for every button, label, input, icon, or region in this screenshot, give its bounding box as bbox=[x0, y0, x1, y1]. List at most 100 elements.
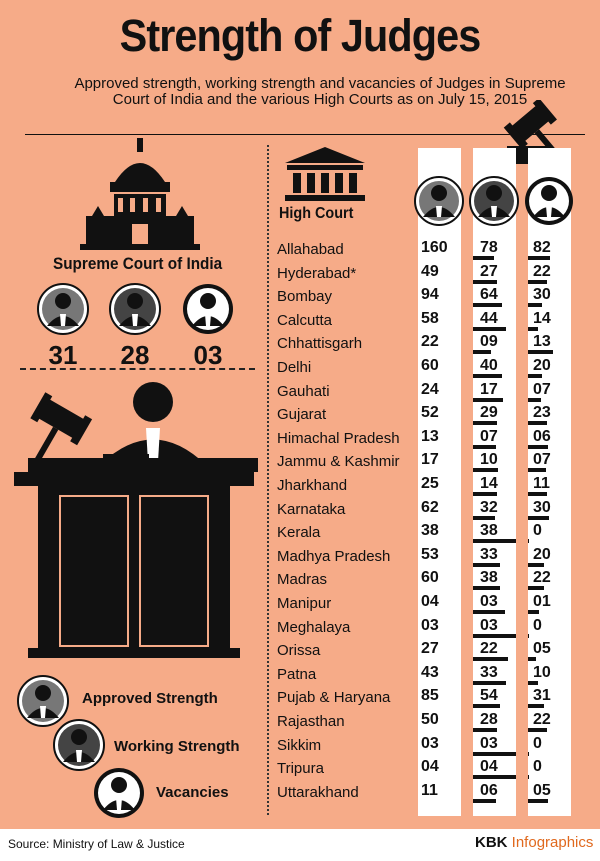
working-value: 03 bbox=[480, 616, 498, 634]
court-name: Karnataka bbox=[277, 500, 346, 518]
approved-value: 60 bbox=[421, 357, 439, 374]
approved-value: 17 bbox=[421, 451, 439, 469]
vacancies-bar bbox=[528, 326, 538, 331]
legend-approved-icon bbox=[17, 675, 69, 727]
working-bar bbox=[473, 633, 516, 638]
working-strength-icon bbox=[109, 283, 161, 335]
vacancies-bar bbox=[528, 704, 544, 709]
working-value: 07 bbox=[480, 427, 498, 445]
court-name: Uttarakhand bbox=[277, 783, 359, 801]
vacancies-value: 06 bbox=[533, 427, 551, 445]
court-name: Rajasthan bbox=[277, 713, 345, 730]
vacancies-bar bbox=[528, 303, 542, 308]
vacancies-value: 20 bbox=[533, 357, 551, 374]
high-court-label: High Court bbox=[279, 205, 354, 222]
table-row: Jharkhand 25 14 11 bbox=[277, 474, 587, 498]
legend-approved-label: Approved Strength bbox=[82, 690, 218, 707]
vacancies-bar bbox=[528, 751, 529, 756]
working-bar bbox=[473, 279, 497, 284]
approved-value: 13 bbox=[421, 427, 439, 445]
table-row: Patna 43 33 10 bbox=[277, 663, 587, 687]
vacancies-bar bbox=[528, 610, 539, 614]
hc-working-icon bbox=[469, 176, 519, 226]
vacancies-value: 0 bbox=[533, 616, 542, 634]
vacancies-bar bbox=[528, 633, 529, 638]
working-value: 44 bbox=[480, 309, 498, 327]
page-subtitle: Approved strength, working strength and … bbox=[74, 75, 566, 108]
vacancies-bar bbox=[528, 279, 547, 284]
sc-approved-value: 31 bbox=[48, 340, 78, 370]
court-name: Sikkim bbox=[277, 736, 322, 754]
legend-vacancies-icon bbox=[94, 768, 144, 818]
hc-vacancies-icon bbox=[525, 177, 573, 225]
working-bar bbox=[473, 657, 508, 662]
working-value: 33 bbox=[480, 663, 498, 681]
vacancies-value: 22 bbox=[533, 569, 551, 587]
vacancies-bar bbox=[528, 374, 542, 378]
page-title: Strength of Judges bbox=[119, 10, 482, 61]
court-name: Allahabad bbox=[277, 241, 344, 258]
vacancies-value: 05 bbox=[533, 781, 551, 799]
vacancies-bar bbox=[528, 256, 550, 260]
court-name: Bombay bbox=[277, 288, 333, 306]
table-row: Gauhati 24 17 07 bbox=[277, 380, 587, 404]
vacancies-value: 10 bbox=[533, 663, 551, 681]
working-bar bbox=[473, 680, 506, 685]
working-bar bbox=[473, 775, 516, 780]
vacancies-icon bbox=[183, 284, 233, 334]
legend-vacancies-label: Vacancies bbox=[156, 784, 229, 801]
vacancies-bar bbox=[528, 657, 536, 662]
vacancies-bar bbox=[528, 680, 538, 685]
vacancies-bar bbox=[528, 492, 547, 496]
vacancies-value: 82 bbox=[533, 239, 551, 256]
working-value: 33 bbox=[480, 545, 498, 563]
vacancies-value: 05 bbox=[533, 640, 551, 658]
court-name: Manipur bbox=[277, 595, 332, 612]
working-bar bbox=[473, 350, 491, 355]
working-bar bbox=[473, 421, 497, 426]
section-divider bbox=[20, 368, 255, 370]
table-row: Himachal Pradesh 13 07 06 bbox=[277, 427, 587, 451]
court-name: Kerala bbox=[277, 524, 321, 542]
approved-value: 53 bbox=[421, 545, 439, 563]
brand-part2: Infographics bbox=[511, 834, 594, 851]
court-name: Delhi bbox=[277, 359, 312, 376]
vacancies-bar bbox=[528, 444, 548, 449]
working-value: 27 bbox=[480, 262, 498, 280]
vacancies-bar bbox=[528, 397, 541, 402]
working-bar bbox=[473, 586, 500, 591]
working-bar bbox=[473, 492, 497, 496]
court-name: Madras bbox=[277, 571, 328, 589]
vacancies-bar bbox=[528, 775, 529, 780]
working-bar bbox=[473, 798, 496, 803]
brand-part1: KBK bbox=[475, 834, 508, 851]
court-name: Meghalaya bbox=[277, 618, 351, 636]
court-name: Madhya Pradesh bbox=[277, 547, 391, 565]
working-value: 14 bbox=[480, 475, 498, 492]
judge-bench-illustration bbox=[14, 382, 258, 658]
legend-working-label: Working Strength bbox=[114, 738, 240, 755]
working-bar bbox=[473, 515, 495, 520]
approved-value: 50 bbox=[421, 711, 439, 728]
table-row: Bombay 94 64 30 bbox=[277, 285, 587, 309]
vacancies-value: 0 bbox=[533, 758, 542, 776]
vacancies-bar bbox=[528, 350, 553, 355]
vacancies-bar bbox=[528, 421, 547, 426]
hc-approved-icon bbox=[414, 176, 464, 226]
approved-value: 24 bbox=[421, 380, 439, 398]
approved-value: 38 bbox=[421, 522, 439, 540]
working-value: 29 bbox=[480, 404, 498, 422]
header-divider bbox=[25, 134, 585, 135]
approved-value: 04 bbox=[421, 758, 439, 776]
working-value: 78 bbox=[480, 239, 498, 256]
vacancies-value: 11 bbox=[533, 475, 550, 492]
approved-column bbox=[418, 148, 461, 816]
vacancies-value: 23 bbox=[533, 404, 551, 422]
vacancies-value: 0 bbox=[533, 522, 542, 540]
approved-value: 52 bbox=[421, 404, 439, 422]
gavel-icon bbox=[499, 100, 563, 164]
court-name: Chhattisgarh bbox=[277, 335, 363, 353]
working-bar bbox=[473, 444, 496, 449]
court-name: Gauhati bbox=[277, 382, 330, 400]
vacancies-bar bbox=[528, 539, 529, 544]
